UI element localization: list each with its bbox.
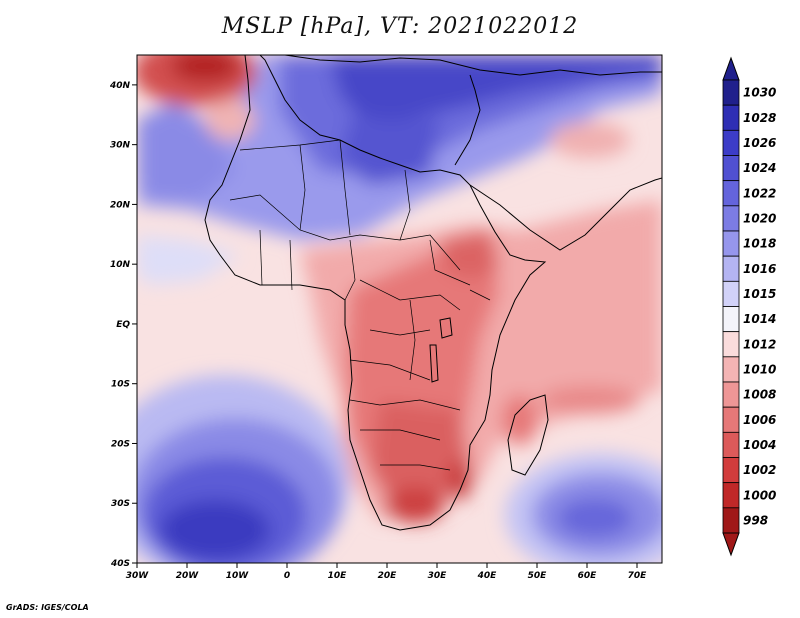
country-borders [229,139,491,471]
colorbar-level-label: 1024 [743,161,776,175]
colorbar-swatch [722,155,740,182]
lat-tick-label: 10S [111,380,130,390]
colorbar-swatch [722,205,740,232]
chart-title: MSLP [hPa], VT: 2021022012 [221,14,579,39]
colorbar-level-label: 1012 [743,337,776,351]
colorbar-swatch [722,306,740,333]
lat-tick-label: 40S [110,559,130,569]
lon-tick-label: 30W [126,571,150,581]
lat-tick-label: EQ [116,320,130,330]
colorbar-level-label: 998 [743,513,768,527]
colorbar-swatch [722,255,740,282]
colorbar-swatch [722,180,740,207]
colorbar-level-label: 1002 [743,463,776,477]
colorbar-level-label: 1018 [743,237,776,251]
lon-tick-label: 30E [428,571,448,581]
lon-tick-label: 50E [528,571,548,581]
lat-tick-label: 20S [111,439,130,449]
colorbar-level-label: 1010 [743,362,776,376]
colorbar-swatch [722,129,740,156]
colorbar-level-label: 1015 [743,287,776,301]
colorbar-swatch [722,356,740,383]
colorbar-level-label: 1016 [743,262,776,276]
lon-tick-label: 20W [176,571,200,581]
colorbar-swatch [722,507,740,534]
plot-frame [136,54,663,564]
colorbar-swatch [722,280,740,307]
lon-tick-label: 20E [378,571,398,581]
lat-tick-label: 10N [110,260,131,270]
colorbar-swatch [722,331,740,358]
lat-tick-label: 30S [111,499,130,509]
colorbar-level-label: 1000 [743,488,776,502]
lon-tick-label: 10E [328,571,348,581]
lon-tick-label: 10W [226,571,250,581]
colorbar-level-label: 1008 [743,388,776,402]
lon-tick-label: 0 [284,571,290,581]
lat-tick-label: 40N [109,81,131,91]
colorbar-swatch [722,457,740,484]
lon-tick-label: 40E [477,571,498,581]
lon-tick-label: 70E [628,571,648,581]
colorbar-level-label: 1028 [743,111,776,125]
colorbar-swatch [722,104,740,131]
colorbar-level-label: 1014 [743,312,776,326]
colorbar-swatch [722,431,740,458]
colorbar-swatch [722,406,740,433]
colorbar-swatch [722,79,740,106]
lat-tick-label: 30N [110,141,131,151]
colorbar-level-label: 1020 [743,211,776,225]
coastlines [204,55,662,531]
colorbar-level-label: 1006 [743,413,776,427]
colorbar-bottom-arrow [722,532,740,557]
colorbar-level-label: 1030 [743,86,776,100]
colorbar-top-arrow [722,56,740,81]
grads-credit: GrADS: IGES/COLA [6,603,89,612]
longitude-axis: 30W 20W 10W 0 10E 20E 30E 40E 50E 60E 70E [126,563,647,581]
lat-tick-label: 20N [110,200,131,210]
colorbar-level-label: 1004 [743,438,776,452]
colorbar-level-label: 1026 [743,136,776,150]
colorbar: 1030 1028 1026 1024 1022 1020 1018 1016 1015 1014… [722,56,776,557]
colorbar-level-label: 1022 [743,186,776,200]
colorbar-swatch [722,230,740,257]
latitude-axis: 40N 30N 20N 10N EQ 10S 20S 30S 40S [109,81,137,569]
lon-tick-label: 60E [578,571,598,581]
colorbar-swatch [722,381,740,408]
pressure-field [137,55,662,563]
colorbar-swatch [722,482,740,509]
